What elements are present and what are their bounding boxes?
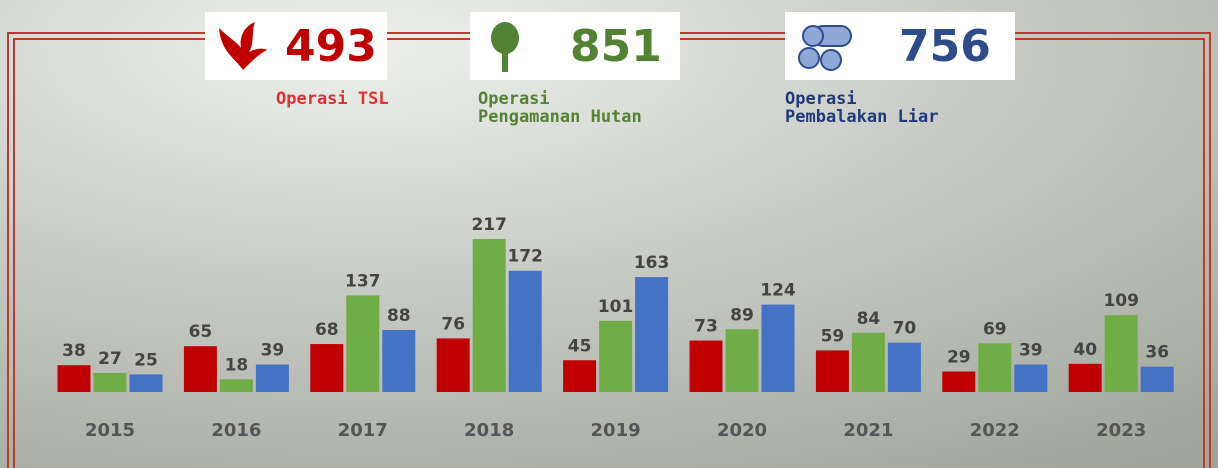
bar <box>635 277 668 392</box>
bar <box>726 329 759 392</box>
value-label: 84 <box>857 309 881 329</box>
bar <box>942 372 975 392</box>
bar <box>1105 315 1138 392</box>
bar <box>58 365 91 392</box>
x-tick-label: 2015 <box>85 420 135 441</box>
bird-icon <box>215 18 271 74</box>
value-label: 59 <box>821 326 845 346</box>
infographic: 2015 38 27 25 2016 65 18 39 2017 68 137 88 2018 76 217… <box>0 0 1218 468</box>
bar <box>816 350 849 392</box>
x-tick-label: 2018 <box>464 420 514 441</box>
bar <box>130 374 163 392</box>
value-label: 88 <box>387 306 411 326</box>
value-label: 39 <box>1019 341 1043 361</box>
value-label: 40 <box>1073 340 1097 360</box>
bar <box>888 343 921 392</box>
total: 851 <box>570 21 662 72</box>
value-label: 163 <box>634 253 670 273</box>
x-tick-label: 2021 <box>843 420 893 441</box>
bar <box>690 341 723 392</box>
bar <box>437 338 470 392</box>
bar <box>599 321 632 392</box>
value-label: 137 <box>345 271 381 291</box>
bar <box>762 305 795 392</box>
value-label: 109 <box>1103 291 1139 311</box>
value-label: 69 <box>983 319 1007 339</box>
value-label: 25 <box>134 350 158 370</box>
value-label: 172 <box>507 247 543 267</box>
value-label: 124 <box>760 281 796 301</box>
x-tick-label: 2016 <box>211 420 261 441</box>
stat-box: 493 <box>205 12 387 80</box>
bar <box>473 239 506 392</box>
value-label: 29 <box>947 348 971 368</box>
value-label: 89 <box>730 305 754 325</box>
bar <box>509 271 542 392</box>
bar <box>1014 365 1047 392</box>
bar <box>852 333 885 392</box>
x-tick-label: 2019 <box>591 420 641 441</box>
bar <box>563 360 596 392</box>
x-tick-label: 2017 <box>338 420 388 441</box>
tree-icon <box>480 18 530 74</box>
bar <box>220 379 253 392</box>
bar <box>256 365 289 392</box>
value-label: 73 <box>694 317 718 337</box>
bar <box>184 346 217 392</box>
value-label: 65 <box>189 322 213 342</box>
total: 493 <box>285 21 377 72</box>
bar <box>382 330 415 392</box>
value-label: 36 <box>1145 343 1169 363</box>
bar <box>978 343 1011 392</box>
value-label: 70 <box>893 319 917 339</box>
stat-box: 756 <box>785 12 1015 80</box>
value-label: 18 <box>225 355 249 375</box>
value-label: 27 <box>98 349 122 369</box>
bar <box>310 344 343 392</box>
bar <box>1069 364 1102 392</box>
total: 756 <box>899 21 991 72</box>
value-label: 39 <box>261 341 285 361</box>
value-label: 76 <box>441 314 465 334</box>
x-tick-label: 2020 <box>717 420 767 441</box>
x-tick-label: 2022 <box>970 420 1020 441</box>
series-name: Operasi TSL <box>276 90 446 108</box>
x-tick-label: 2023 <box>1096 420 1146 441</box>
value-label: 38 <box>62 341 86 361</box>
stat-box: 851 <box>470 12 680 80</box>
series-name: Operasi Pembalakan Liar <box>785 90 955 126</box>
value-label: 217 <box>471 215 507 235</box>
value-label: 101 <box>598 297 634 317</box>
bar <box>94 373 127 392</box>
series-name: Operasi Pengamanan Hutan <box>478 90 648 126</box>
value-label: 45 <box>568 336 592 356</box>
bar <box>346 295 379 392</box>
log-icon <box>795 18 859 74</box>
value-label: 68 <box>315 320 339 340</box>
bar <box>1141 367 1174 392</box>
